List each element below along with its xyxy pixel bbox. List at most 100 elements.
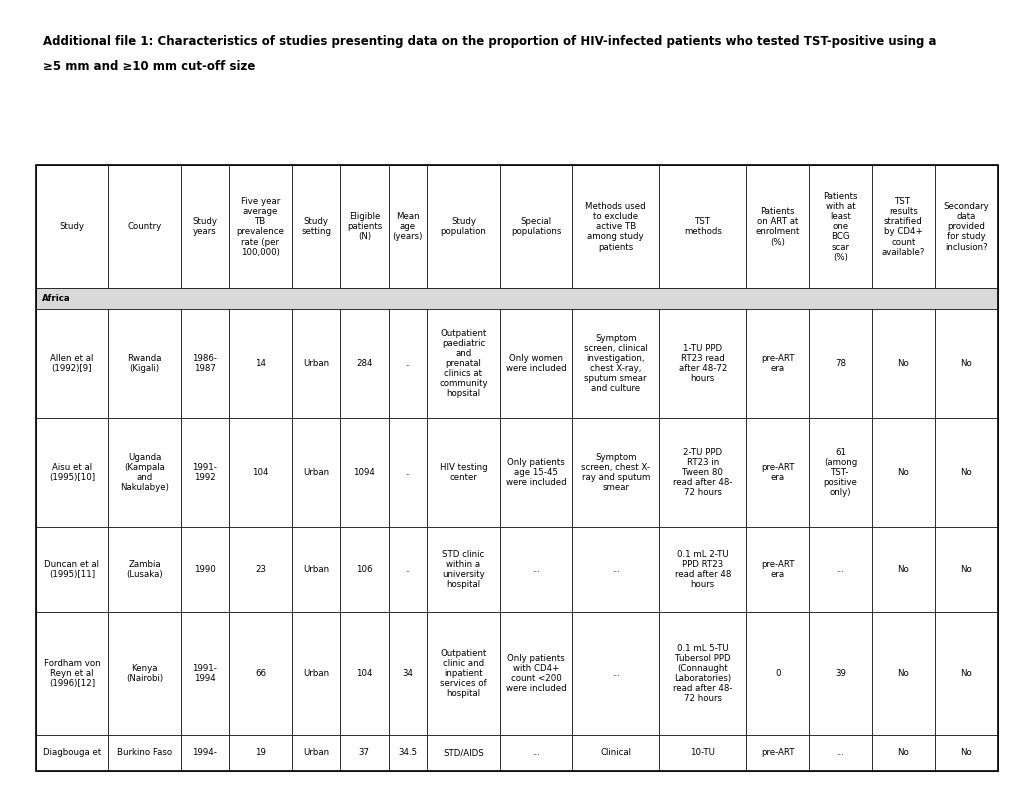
Text: ..: .. <box>405 468 410 477</box>
Bar <box>291 734 340 771</box>
Bar <box>658 418 746 526</box>
Text: Study
setting: Study setting <box>301 217 331 236</box>
Bar <box>427 418 499 526</box>
Bar <box>36 165 997 771</box>
Text: Allen et al
(1992)[9]: Allen et al (1992)[9] <box>50 354 94 373</box>
Bar <box>108 165 180 288</box>
Bar <box>340 165 388 288</box>
Text: Patients
with at
least
one
BCG
scar
(%): Patients with at least one BCG scar (%) <box>822 192 857 262</box>
Text: No: No <box>897 468 908 477</box>
Text: ...: ... <box>836 565 844 574</box>
Bar <box>658 165 746 288</box>
Bar <box>388 418 427 526</box>
Bar <box>340 611 388 734</box>
Bar <box>36 526 108 611</box>
Bar <box>871 309 933 418</box>
Text: 14: 14 <box>255 359 266 368</box>
Bar <box>933 165 997 288</box>
Text: ...: ... <box>532 748 539 757</box>
Bar <box>746 309 808 418</box>
Bar <box>291 526 340 611</box>
Text: 66: 66 <box>255 669 266 678</box>
Text: No: No <box>897 748 908 757</box>
Bar <box>291 309 340 418</box>
Bar <box>229 165 291 288</box>
Text: 1990: 1990 <box>194 565 216 574</box>
Text: ..: .. <box>405 565 410 574</box>
Text: pre-ART
era: pre-ART era <box>760 354 794 373</box>
Text: ..: .. <box>405 359 410 368</box>
Bar <box>36 734 108 771</box>
Text: 1994-: 1994- <box>193 748 217 757</box>
Text: Clinical: Clinical <box>599 748 631 757</box>
Bar <box>871 418 933 526</box>
Bar <box>427 309 499 418</box>
Bar <box>572 309 658 418</box>
Text: 104: 104 <box>356 669 372 678</box>
Text: 37: 37 <box>359 748 370 757</box>
Text: Country: Country <box>127 222 161 232</box>
Bar <box>933 734 997 771</box>
Text: Five year
average
TB
prevalence
rate (per
100,000): Five year average TB prevalence rate (pe… <box>236 197 284 257</box>
Text: pre-ART: pre-ART <box>760 748 794 757</box>
Bar <box>808 734 871 771</box>
Text: Uganda
(Kampala
and
Nakulabye): Uganda (Kampala and Nakulabye) <box>120 453 169 492</box>
Text: 78: 78 <box>835 359 845 368</box>
Bar <box>746 418 808 526</box>
Text: 1986-
1987: 1986- 1987 <box>193 354 217 373</box>
Bar <box>808 611 871 734</box>
Text: Burkino Faso: Burkino Faso <box>117 748 172 757</box>
Bar <box>499 418 572 526</box>
Text: Kenya
(Nairobi): Kenya (Nairobi) <box>125 663 163 682</box>
Text: 1991-
1994: 1991- 1994 <box>193 663 217 682</box>
Text: Aisu et al
(1995)[10]: Aisu et al (1995)[10] <box>49 463 95 481</box>
Bar <box>108 611 180 734</box>
Text: 34: 34 <box>401 669 413 678</box>
Text: HIV testing
center: HIV testing center <box>439 463 487 481</box>
Text: Urban: Urban <box>303 468 329 477</box>
Bar <box>291 418 340 526</box>
Text: Outpatient
paediatric
and
prenatal
clinics at
community
hopsital: Outpatient paediatric and prenatal clini… <box>439 329 487 398</box>
Bar <box>808 309 871 418</box>
Bar <box>180 611 229 734</box>
Bar <box>36 165 108 288</box>
Text: TST
methods: TST methods <box>683 217 721 236</box>
Bar <box>499 526 572 611</box>
Text: 10-TU: 10-TU <box>690 748 714 757</box>
Text: STD clinic
within a
university
hospital: STD clinic within a university hospital <box>441 550 484 589</box>
Text: No: No <box>897 669 908 678</box>
Text: No: No <box>897 565 908 574</box>
Text: No: No <box>959 468 971 477</box>
Bar <box>933 418 997 526</box>
Text: 284: 284 <box>356 359 372 368</box>
Bar <box>180 309 229 418</box>
Text: Only women
were included: Only women were included <box>505 354 566 373</box>
Text: Duncan et al
(1995)[11]: Duncan et al (1995)[11] <box>45 559 100 578</box>
Bar <box>229 418 291 526</box>
Bar <box>808 418 871 526</box>
Bar <box>229 526 291 611</box>
Text: No: No <box>897 359 908 368</box>
Text: ...: ... <box>532 565 539 574</box>
Bar <box>180 418 229 526</box>
Text: Study
population: Study population <box>440 217 486 236</box>
Bar <box>658 309 746 418</box>
Text: Zambia
(Lusaka): Zambia (Lusaka) <box>126 559 163 578</box>
Text: ≥5 mm and ≥10 mm cut-off size: ≥5 mm and ≥10 mm cut-off size <box>43 60 255 72</box>
Text: Patients
on ART at
enrolment
(%): Patients on ART at enrolment (%) <box>755 207 799 247</box>
Bar <box>427 526 499 611</box>
Text: No: No <box>959 669 971 678</box>
Bar <box>36 611 108 734</box>
Text: 106: 106 <box>356 565 372 574</box>
Text: Urban: Urban <box>303 669 329 678</box>
Bar <box>291 165 340 288</box>
Text: STD/AIDS: STD/AIDS <box>442 748 483 757</box>
Text: 0: 0 <box>774 669 780 678</box>
Bar <box>572 611 658 734</box>
Text: Only patients
with CD4+
count <200
were included: Only patients with CD4+ count <200 were … <box>505 654 566 693</box>
Bar <box>291 611 340 734</box>
Bar <box>229 309 291 418</box>
Text: ...: ... <box>611 669 620 678</box>
Bar <box>229 611 291 734</box>
Bar <box>108 418 180 526</box>
